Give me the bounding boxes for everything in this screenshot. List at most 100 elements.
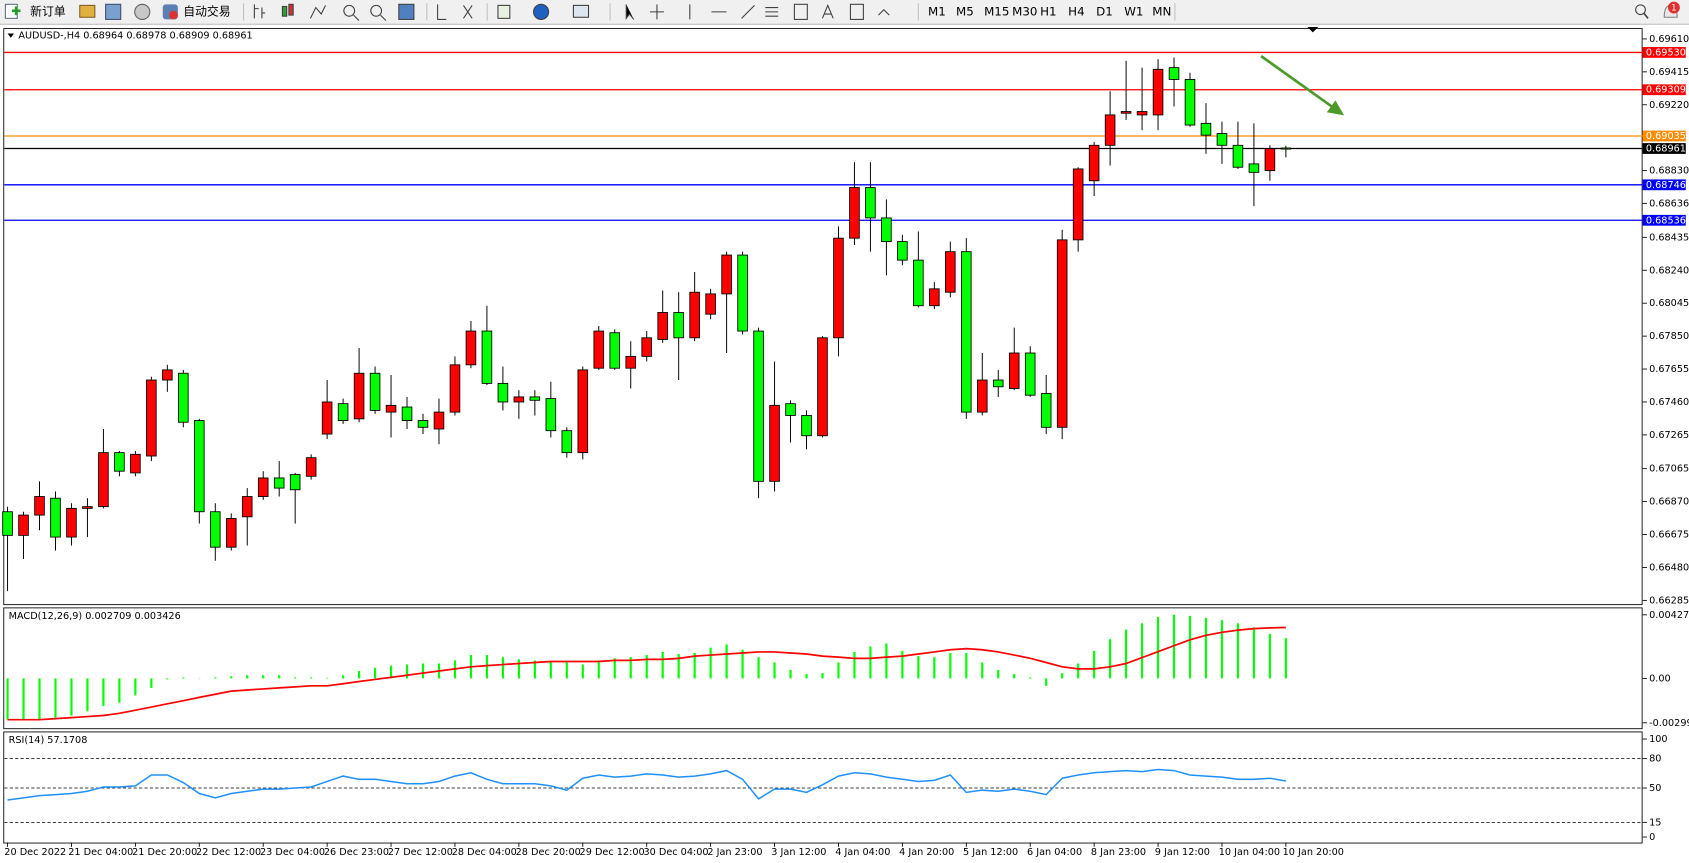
candle-body: [321, 401, 333, 435]
candle-body: [369, 372, 381, 411]
icon[interactable]: [79, 4, 96, 18]
icon[interactable]: [463, 5, 473, 19]
icon[interactable]: [532, 3, 550, 20]
icon[interactable]: [878, 8, 890, 16]
timeframe-button[interactable]: H4: [1068, 4, 1084, 18]
level-tag: [1642, 214, 1686, 226]
notification-badge[interactable]: [1667, 1, 1680, 14]
icon[interactable]: [105, 3, 122, 20]
icon[interactable]: [649, 4, 664, 20]
x-tick-label: 4 Jan 20:00: [899, 847, 954, 858]
icon[interactable]: [353, 14, 360, 21]
icon[interactable]: [497, 4, 511, 19]
icon[interactable]: [821, 3, 834, 19]
candle-body: [881, 217, 892, 242]
candle-body: [529, 396, 541, 401]
icon[interactable]: [572, 4, 590, 18]
x-tick-label: 5 Jan 12:00: [963, 847, 1018, 858]
y-tick-label: -0.00299: [1649, 718, 1689, 729]
candle-body: [1264, 148, 1276, 172]
level-label: 0.68961: [1646, 144, 1686, 155]
y-tick-label: 0.68435: [1649, 232, 1689, 243]
icon[interactable]: [437, 4, 447, 20]
candle-body: [1120, 111, 1132, 114]
candle-body: [1008, 352, 1020, 389]
level-tag: [1642, 47, 1686, 58]
candle-body: [465, 330, 477, 366]
icon[interactable]: [849, 3, 864, 20]
timeframe-button[interactable]: M5: [956, 4, 974, 18]
y-tick-label: 0.67460: [1649, 397, 1689, 408]
timeframe-button[interactable]: M1: [928, 4, 946, 18]
candle-body: [992, 379, 1004, 388]
candle-body: [34, 496, 45, 516]
arrow-shaft: [1260, 54, 1334, 108]
candle-body: [1072, 168, 1084, 241]
button-label: 新订单: [30, 4, 66, 18]
candle-body: [641, 337, 652, 357]
chart-bg: [0, 24, 1689, 863]
timeframe-button[interactable]: M15: [984, 4, 1009, 18]
timeframes: M1 M5 M15 M30 H1 H4 D1 W1 MN: [928, 4, 1171, 18]
chart-shift-marker: [1307, 26, 1319, 33]
y-tick-label: 0.68045: [1649, 298, 1689, 309]
icon[interactable]: [288, 3, 294, 16]
new-order-button[interactable]: 新订单: [4, 3, 66, 19]
timeframe-button[interactable]: MN: [1152, 4, 1171, 18]
icon: [11, 6, 21, 16]
candle-body: [545, 398, 557, 432]
candle-body: [417, 420, 429, 428]
button-label: 自动交易: [183, 4, 230, 18]
candle-body: [194, 420, 205, 513]
icon[interactable]: [309, 5, 326, 19]
timeframe-button[interactable]: D1: [1096, 4, 1113, 18]
candle-body: [513, 396, 525, 403]
x-tick-label: 28 Dec 04:00: [452, 847, 517, 858]
search-icon[interactable]: [1643, 12, 1649, 19]
icon[interactable]: [689, 4, 779, 20]
candle-body: [945, 251, 956, 293]
icon[interactable]: [343, 4, 356, 17]
x-tick-label: 28 Dec 20:00: [516, 847, 581, 858]
x-tick-label: 3 Jan 12:00: [771, 847, 826, 858]
y-tick-label: 0.68240: [1649, 265, 1689, 276]
icon[interactable]: [281, 5, 288, 17]
y-tick-label: 0.00: [1649, 673, 1671, 684]
icon[interactable]: [793, 3, 808, 20]
auto-trading-button[interactable]: 自动交易: [162, 4, 231, 20]
icon[interactable]: [370, 4, 383, 17]
toolbar-icons[interactable]: [253, 3, 890, 21]
x-tick-label: 23 Dec 04:00: [260, 847, 325, 858]
level-tag: [1642, 143, 1686, 154]
icon[interactable]: [380, 14, 387, 21]
icon[interactable]: [253, 4, 266, 19]
candle-body: [1232, 144, 1244, 168]
y-tick-label: 0.004278: [1649, 610, 1689, 621]
candle-body: [865, 187, 876, 219]
timeframe-button[interactable]: M30: [1012, 4, 1037, 18]
icon[interactable]: [398, 3, 415, 20]
candle-body: [2, 511, 13, 536]
candle-body: [449, 364, 461, 413]
candle-body: [689, 291, 700, 339]
y-tick-label: 0.67265: [1649, 430, 1689, 441]
candle-body: [257, 477, 269, 497]
search-icon[interactable]: [1635, 4, 1646, 16]
candle-body: [1040, 393, 1052, 428]
level-tag: [1642, 84, 1686, 96]
y-tick-label: 0.69415: [1649, 67, 1689, 78]
x-tick-label: 30 Dec 04:00: [643, 847, 708, 858]
icon[interactable]: [134, 3, 151, 20]
timeframe-button[interactable]: W1: [1124, 4, 1143, 18]
candle-body: [609, 332, 621, 369]
candle-body: [114, 452, 125, 472]
icon[interactable]: [625, 4, 635, 20]
x-tick-label: 21 Dec 04:00: [68, 847, 133, 858]
main-pane: [3, 28, 1643, 606]
timeframe-button[interactable]: H1: [1040, 4, 1056, 18]
candle-body: [1216, 133, 1228, 146]
toolbar: 新订单 自动交易: [0, 0, 1689, 25]
y-tick-label: 80: [1649, 754, 1661, 765]
candle-body: [66, 507, 77, 538]
